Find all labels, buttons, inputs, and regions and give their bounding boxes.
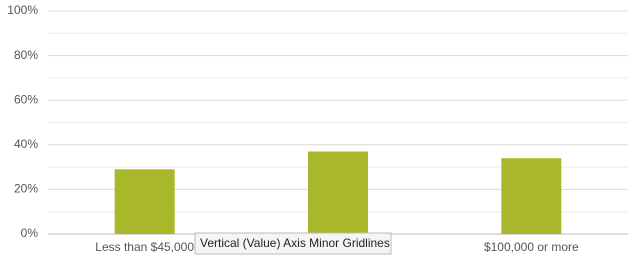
bar bbox=[114, 169, 175, 234]
y-tick-label: 100% bbox=[7, 3, 38, 17]
y-tick-label: 80% bbox=[14, 48, 38, 62]
y-tick-label: 20% bbox=[14, 182, 38, 196]
bar bbox=[308, 151, 368, 234]
tooltip-box bbox=[194, 232, 392, 255]
bar bbox=[501, 158, 562, 234]
x-tick-label: $100,000 or more bbox=[484, 240, 579, 254]
plot-area: 0% 20% 40% 60% 80% 100% Less than $45,000 $100,… bbox=[7, 3, 628, 254]
x-tick-label: Less than $45,000 bbox=[95, 240, 194, 254]
y-tick-label: 40% bbox=[14, 137, 38, 151]
y-tick-label: 0% bbox=[21, 226, 39, 240]
y-tick-label: 60% bbox=[14, 92, 38, 106]
tooltip-text: Vertical (Value) Axis Minor Gridlines bbox=[200, 236, 390, 250]
tooltip: Vertical (Value) Axis Minor Gridlines bbox=[194, 232, 392, 255]
